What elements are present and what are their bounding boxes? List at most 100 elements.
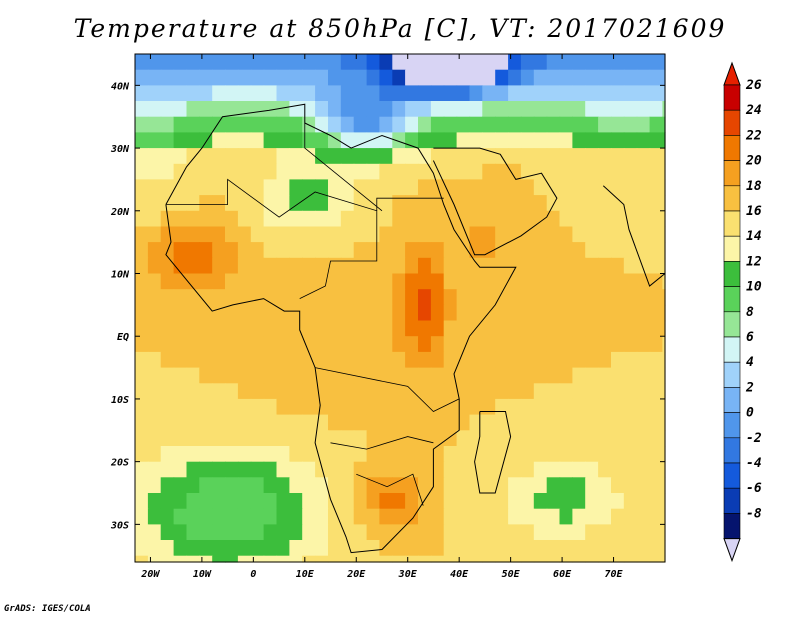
field-cell xyxy=(508,493,522,510)
field-cell xyxy=(302,398,316,416)
field-cell xyxy=(533,430,548,447)
field-cell xyxy=(340,148,355,165)
field-cell xyxy=(160,461,175,478)
field-cell xyxy=(623,85,638,102)
field-cell xyxy=(315,210,329,228)
field-cell xyxy=(340,414,355,431)
field-cell xyxy=(649,430,664,447)
field-cell xyxy=(482,85,496,102)
field-cell xyxy=(135,477,149,494)
field-cell xyxy=(212,414,226,431)
field-cell xyxy=(160,336,175,353)
field-cell xyxy=(186,430,200,447)
field-cell xyxy=(418,257,432,275)
field-cell xyxy=(649,367,664,384)
field-cell xyxy=(237,163,252,181)
field-cell xyxy=(340,242,355,259)
field-cell xyxy=(225,367,239,384)
field-cell xyxy=(186,54,200,71)
field-cell xyxy=(533,320,548,337)
field-cell xyxy=(430,414,445,431)
field-cell xyxy=(212,69,226,86)
field-cell xyxy=(456,273,471,290)
field-cell xyxy=(328,226,342,243)
field-cell xyxy=(276,351,290,369)
colorbar-swatch xyxy=(723,261,741,287)
field-cell xyxy=(546,54,561,71)
field-cell xyxy=(469,226,483,243)
field-cell xyxy=(263,524,278,541)
field-cell xyxy=(302,430,316,447)
field-cell xyxy=(623,163,638,181)
field-cell xyxy=(199,414,213,431)
field-cell xyxy=(340,555,355,563)
field-cell xyxy=(147,54,162,71)
field-cell xyxy=(546,430,561,447)
field-cell xyxy=(598,555,612,563)
field-cell xyxy=(495,336,509,353)
field-cell xyxy=(199,226,213,243)
field-cell xyxy=(636,351,651,369)
field-cell xyxy=(636,148,651,165)
field-cell xyxy=(160,132,175,149)
field-cell xyxy=(508,163,522,181)
colorbar-label: -4 xyxy=(746,456,762,471)
field-cell xyxy=(636,477,651,494)
field-cell xyxy=(276,383,290,400)
field-cell xyxy=(443,179,458,196)
field-cell xyxy=(649,69,664,86)
colorbar-swatch xyxy=(723,487,741,514)
field-cell xyxy=(623,148,638,165)
field-cell xyxy=(572,210,586,228)
field-cell xyxy=(649,54,664,71)
field-cell xyxy=(353,54,368,71)
field-cell xyxy=(237,336,252,353)
field-cell xyxy=(366,85,381,102)
field-cell xyxy=(430,226,445,243)
field-cell xyxy=(623,132,638,149)
field-cell xyxy=(443,101,458,118)
field-cell xyxy=(212,226,226,243)
field-cell xyxy=(443,163,458,181)
colorbar-top-arrow xyxy=(723,61,741,86)
field-cell xyxy=(186,163,200,181)
field-cell xyxy=(585,320,599,337)
field-cell xyxy=(443,242,458,259)
field-cell xyxy=(315,101,329,118)
field-cell xyxy=(328,555,342,563)
field-cell xyxy=(225,257,239,275)
field-cell xyxy=(302,101,316,118)
field-cell xyxy=(315,555,329,563)
field-cell xyxy=(289,101,303,118)
field-cell xyxy=(611,508,625,525)
field-cell xyxy=(379,508,393,525)
field-cell xyxy=(405,289,419,306)
field-cell xyxy=(263,540,278,557)
field-cell xyxy=(289,446,303,463)
field-cell xyxy=(315,508,329,525)
field-cell xyxy=(418,304,432,322)
field-cell xyxy=(340,54,355,71)
field-cell xyxy=(147,383,162,400)
field-cell xyxy=(340,524,355,541)
field-cell xyxy=(186,242,200,259)
field-cell xyxy=(456,163,471,181)
field-cell xyxy=(186,367,200,384)
field-cell xyxy=(662,461,666,478)
field-cell xyxy=(533,132,548,149)
field-cell xyxy=(212,132,226,149)
field-cell xyxy=(623,477,638,494)
field-cell xyxy=(392,163,406,181)
field-cell xyxy=(315,493,329,510)
field-cell xyxy=(160,163,175,181)
field-cell xyxy=(559,179,573,196)
field-cell xyxy=(546,289,561,306)
field-cell xyxy=(135,210,149,228)
field-cell xyxy=(662,116,666,133)
field-cell xyxy=(160,493,175,510)
field-cell xyxy=(340,179,355,196)
field-cell xyxy=(405,446,419,463)
field-cell xyxy=(276,555,290,563)
field-cell xyxy=(623,273,638,290)
field-cell xyxy=(495,257,509,275)
